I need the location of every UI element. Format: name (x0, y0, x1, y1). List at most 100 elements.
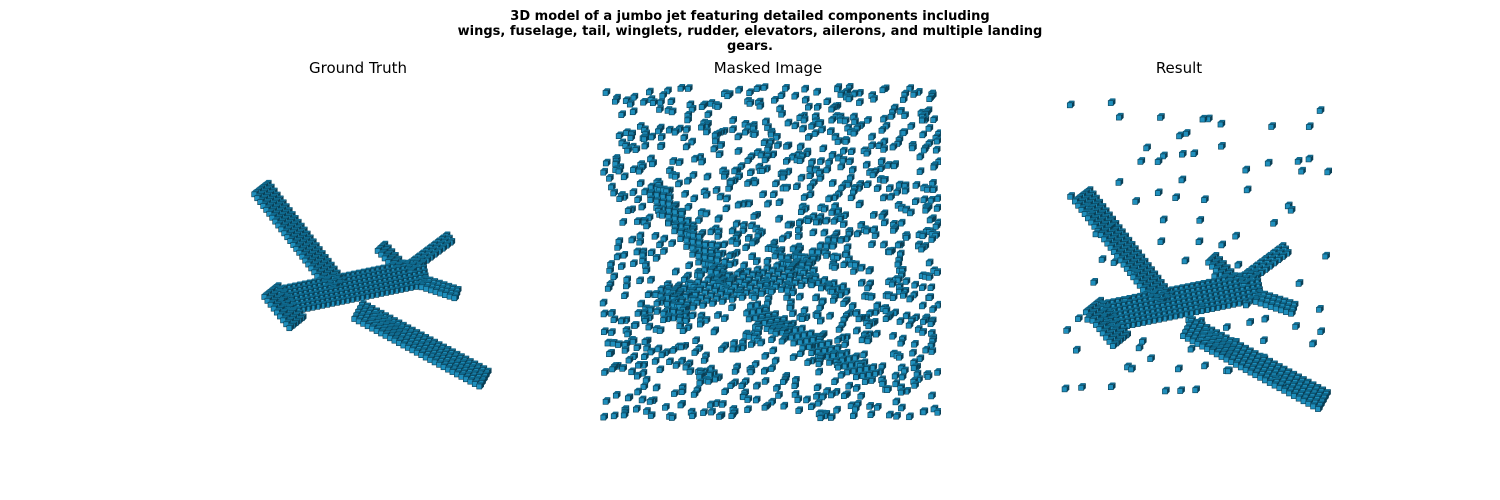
voxel (1110, 258, 1119, 266)
voxel (688, 137, 696, 146)
voxel (1316, 106, 1325, 114)
voxel (656, 240, 664, 249)
voxel (850, 128, 859, 137)
voxel (746, 88, 754, 96)
voxel (927, 283, 936, 292)
voxel (819, 392, 827, 401)
voxel (797, 207, 806, 216)
voxel (1234, 260, 1243, 269)
voxel (644, 290, 653, 298)
voxel (1181, 256, 1190, 265)
voxel (919, 301, 927, 310)
voxel (805, 132, 813, 141)
voxel (837, 235, 846, 244)
voxel (810, 266, 818, 275)
voxel (919, 231, 928, 240)
voxel (933, 204, 941, 212)
voxel (655, 126, 663, 135)
voxel (638, 202, 647, 211)
voxel (739, 226, 748, 234)
voxel (808, 158, 816, 166)
voxel (1178, 175, 1187, 184)
voxel (631, 321, 640, 329)
voxel (721, 314, 729, 322)
voxel (909, 143, 917, 152)
voxel (744, 179, 752, 187)
voxel (756, 101, 765, 110)
voxel (845, 381, 854, 390)
voxel (894, 259, 903, 268)
voxel (738, 381, 747, 390)
voxel (764, 123, 772, 131)
voxel (895, 352, 904, 361)
voxel (928, 347, 937, 355)
voxel (903, 386, 911, 395)
voxel (828, 115, 836, 124)
voxel (689, 411, 697, 420)
voxel (840, 220, 848, 228)
voxel (653, 299, 662, 307)
voxel (831, 193, 839, 201)
voxel (844, 180, 853, 188)
voxel (916, 152, 925, 161)
voxel (702, 240, 710, 248)
voxel (886, 410, 894, 419)
voxel (827, 413, 836, 421)
figure-title-line-1: 3D model of a jumbo jet featuring detail… (510, 9, 990, 24)
voxel (868, 240, 876, 248)
voxel (796, 142, 805, 151)
voxel (703, 172, 712, 181)
voxel (615, 237, 624, 245)
voxel (1150, 316, 1159, 324)
voxel (880, 240, 888, 249)
voxel (816, 303, 824, 312)
voxel (1201, 195, 1209, 203)
voxel (906, 412, 914, 421)
voxel (731, 367, 740, 375)
voxel (753, 381, 761, 390)
voxel (922, 345, 930, 354)
voxel (1090, 278, 1099, 286)
voxel (1218, 141, 1226, 150)
voxel (920, 407, 929, 416)
voxel (784, 118, 793, 127)
voxel (707, 227, 716, 236)
voxel (689, 303, 698, 311)
voxel (1294, 157, 1303, 165)
voxel (286, 323, 295, 332)
voxel (775, 198, 784, 206)
voxel (918, 115, 927, 124)
voxel (859, 371, 867, 379)
voxel (893, 188, 902, 196)
voxel (864, 336, 873, 345)
result-panel (1020, 80, 1365, 425)
voxel (1073, 345, 1081, 354)
voxel (894, 240, 903, 249)
voxel (873, 301, 882, 310)
voxel (772, 179, 780, 188)
voxel (600, 167, 608, 176)
voxel (790, 338, 799, 347)
voxel (918, 244, 926, 253)
voxel (700, 408, 708, 416)
voxel (760, 83, 769, 91)
voxel (729, 344, 738, 353)
voxel (863, 148, 872, 157)
voxel (929, 305, 937, 313)
voxel (797, 281, 806, 289)
voxel (629, 107, 638, 116)
voxel (715, 150, 724, 158)
voxel (751, 293, 759, 301)
voxel (930, 115, 938, 123)
masked-image-title: Masked Image (713, 59, 823, 77)
voxel (668, 413, 677, 421)
voxel (853, 123, 862, 132)
voxel (683, 125, 691, 133)
voxel (930, 162, 939, 171)
voxel (634, 195, 642, 203)
voxel (891, 371, 900, 380)
voxel (799, 343, 807, 352)
voxel (1190, 149, 1199, 157)
voxel (831, 377, 839, 385)
voxel (791, 91, 800, 100)
